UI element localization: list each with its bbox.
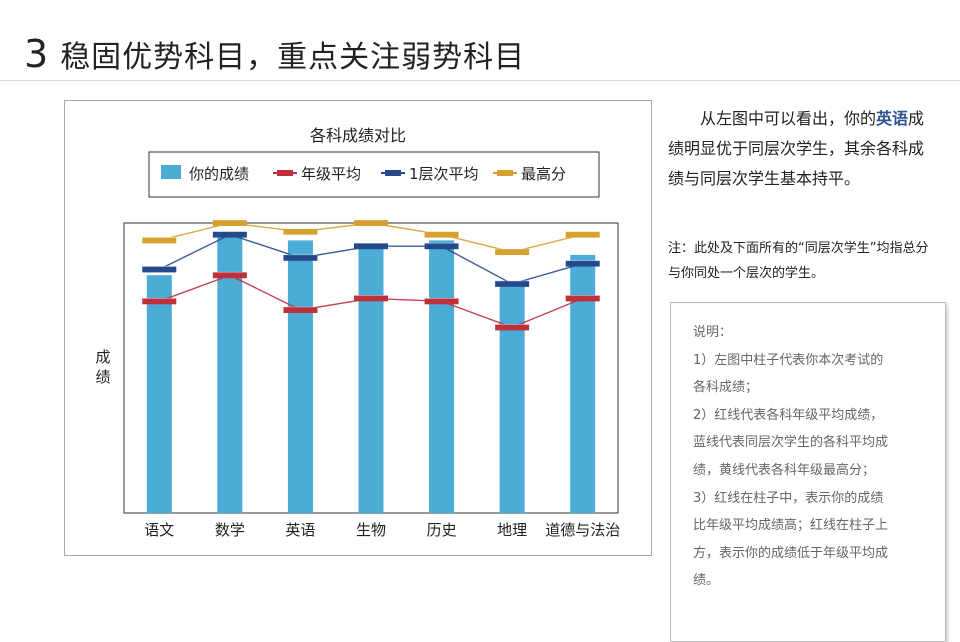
explanation-line: 比年级平均成绩高；红线在柱子上 — [693, 518, 889, 534]
legend-label-3: 最高分 — [521, 165, 566, 183]
x-tick-label: 地理 — [497, 521, 527, 539]
bar-英语 — [287, 240, 313, 513]
explanation-line: 各科成绩； — [693, 380, 759, 396]
highlight-subject: 英语 — [876, 109, 909, 128]
explanation-line: 绩。 — [693, 573, 720, 589]
explanation-line: 绩，黄线代表各科年级最高分； — [693, 462, 876, 478]
point-marker-1 — [212, 231, 247, 238]
explanation-box: 说明： 1）左图中柱子代表你本次考试的 各科成绩； 2）红线代表各科年级平均成绩… — [670, 302, 946, 642]
point-marker-1 — [565, 260, 600, 267]
point-marker-0 — [565, 295, 600, 302]
y-axis-label-char: 成 — [95, 348, 110, 366]
point-marker-0 — [283, 307, 318, 313]
y-axis-label-char: 绩 — [95, 368, 110, 386]
bar-语文 — [146, 275, 172, 513]
explanation-line: 方，表示你的成绩低于年级平均成 — [693, 545, 889, 561]
analysis-text-suffix: 成绩明显优于同层次学生，其余各科成绩与同层次学生基本持平。 — [668, 109, 925, 188]
point-marker-0 — [495, 324, 530, 331]
legend-box — [148, 151, 600, 198]
point-marker-0 — [142, 298, 177, 305]
point-marker-2 — [495, 249, 530, 255]
score-comparison-chart: 各科成绩对比你的成绩 年级平均 1层次平均 最高分成绩语文 数学 英语 生物 历史 地理 道德与法… — [64, 100, 652, 556]
explanation-line: 说明： — [693, 325, 733, 340]
x-tick-label: 生物 — [356, 521, 386, 539]
peer-definition-note: 注：此处及下面所有的“同层次学生”均指总分与你同处一个层次的学生。 — [668, 241, 929, 281]
analysis-text-prefix: 从左图中可以看出，你的 — [700, 109, 877, 128]
x-tick-label: 语文 — [144, 521, 174, 539]
point-marker-2 — [424, 231, 459, 238]
point-marker-1 — [424, 243, 459, 250]
point-marker-1 — [283, 254, 318, 261]
legend-label-2: 1层次平均 — [409, 165, 479, 183]
point-marker-0 — [212, 272, 247, 279]
point-marker-2 — [142, 237, 177, 244]
x-tick-label: 英语 — [285, 521, 315, 539]
section-number: 3 — [24, 32, 49, 76]
point-marker-2 — [212, 220, 247, 226]
analysis-note: 从左图中可以看出，你的英语成绩明显优于同层次学生，其余各科成绩与同层次学生基本持… — [668, 104, 938, 194]
point-marker-2 — [565, 231, 600, 238]
x-tick-label: 道德与法治 — [545, 521, 620, 539]
legend-marker-3 — [497, 170, 513, 176]
bar-地理 — [499, 286, 525, 513]
x-tick-label: 数学 — [215, 521, 245, 539]
legend-swatch-0 — [161, 165, 181, 179]
explanation-line: 1）左图中柱子代表你本次考试的 — [693, 352, 884, 368]
explanation-line: 蓝线代表同层次学生的各科平均成 — [693, 435, 889, 451]
section-title: 稳固优势科目，重点关注弱势科目 — [60, 40, 526, 75]
point-marker-0 — [424, 298, 459, 305]
explanation-line: 2）红线代表各科年级平均成绩， — [693, 407, 884, 423]
bar-生物 — [358, 243, 384, 514]
bar-道德与法治 — [570, 254, 596, 513]
point-marker-2 — [283, 228, 318, 235]
legend-marker-1 — [277, 170, 293, 176]
heading-divider — [0, 80, 960, 81]
bar-历史 — [429, 240, 455, 513]
explanation-line: 3）红线在柱子中，表示你的成绩 — [693, 490, 884, 506]
point-marker-1 — [495, 280, 530, 287]
legend-marker-2 — [385, 170, 401, 176]
point-marker-1 — [354, 243, 388, 250]
point-marker-2 — [354, 220, 388, 226]
point-marker-1 — [142, 266, 177, 273]
legend-label-0: 你的成绩 — [189, 165, 249, 183]
x-tick-label: 历史 — [427, 521, 457, 539]
point-marker-0 — [354, 295, 388, 302]
chart-title: 各科成绩对比 — [310, 126, 406, 145]
legend-label-1: 年级平均 — [301, 165, 361, 183]
section-heading: 3 稳固优势科目，重点关注弱势科目 — [24, 32, 525, 76]
